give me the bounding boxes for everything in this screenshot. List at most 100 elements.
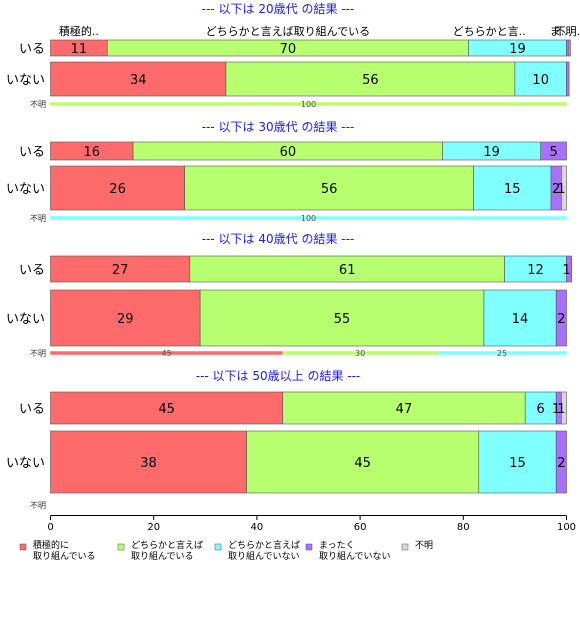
data-label: 19	[483, 145, 500, 160]
bar-segment	[504, 255, 567, 283]
legend-swatch-1	[19, 543, 27, 551]
legend-swatch-2	[117, 543, 125, 551]
data-label: 19	[509, 42, 526, 57]
data-label: 70	[280, 42, 297, 57]
top-category-label-4: 不明..	[555, 25, 580, 38]
bar-segment	[483, 289, 557, 347]
data-label: 2	[557, 312, 565, 327]
data-label: 15	[509, 456, 526, 471]
bar-segment	[189, 255, 505, 283]
data-label: 56	[362, 73, 379, 88]
top-category-label-3: ま..	[550, 25, 568, 38]
data-label: 56	[321, 182, 338, 197]
x-tick-label: 80	[457, 522, 470, 533]
bar-segment	[184, 165, 474, 211]
legend-label-1-line1: 積極的に	[33, 539, 69, 551]
data-label: 100	[301, 214, 316, 223]
data-label: 27	[112, 263, 129, 278]
bar-segment	[561, 391, 567, 425]
row-label: いない	[6, 312, 45, 327]
bar-segment	[524, 391, 557, 425]
legend-label-3-line2: 取り組んでいない	[228, 550, 300, 562]
data-label: 1	[557, 402, 565, 417]
data-label: 10	[532, 73, 549, 88]
data-label: 34	[130, 73, 147, 88]
bar-segment	[50, 255, 191, 283]
data-label: 2	[557, 456, 565, 471]
data-label: 15	[504, 182, 521, 197]
legend-label-3-line1: どちらかと言えば	[228, 539, 300, 551]
bar-segment	[555, 430, 567, 494]
data-label: 61	[339, 263, 356, 278]
panel-title-1: --- 以下は 20歳代 の結果 ---	[202, 2, 355, 16]
top-category-label-2: どちらかと言..	[453, 25, 526, 38]
data-label: 2	[552, 182, 560, 197]
row-label: 不明	[30, 349, 46, 358]
bar-segment	[478, 430, 557, 494]
legend-swatch-4	[305, 543, 313, 551]
row-label: いない	[6, 456, 45, 471]
bar-segment	[225, 61, 516, 97]
panel-title-2: --- 以下は 30歳代 の結果 ---	[202, 120, 355, 134]
data-label: 1	[557, 182, 565, 197]
data-label: 1	[562, 263, 570, 278]
bar-segment	[50, 61, 227, 97]
bar-segment	[566, 39, 570, 57]
row-label: 不明	[30, 501, 46, 510]
legend-swatch-3	[214, 543, 222, 551]
bar-segment	[199, 289, 485, 347]
bar-segment	[50, 216, 567, 220]
bar-segment	[566, 255, 572, 283]
bar-segment	[473, 165, 552, 211]
legend-label-1-line2: 取り組んでいる	[33, 550, 96, 562]
data-label: 47	[396, 402, 413, 417]
panel-title-4: --- 以下は 50歳以上 の結果 ---	[196, 369, 361, 383]
panel-title-3: --- 以下は 40歳代 の結果 ---	[202, 232, 355, 246]
data-label: 26	[109, 182, 126, 197]
data-label: 5	[549, 145, 557, 160]
data-label: 16	[84, 145, 101, 160]
bar-segment	[50, 102, 567, 106]
bar-segment	[50, 289, 201, 347]
x-tick-label: 100	[557, 522, 576, 533]
legend-label-2-line2: 取り組んでいる	[131, 550, 194, 562]
data-label: 1	[552, 402, 560, 417]
legend-label-4-line2: 取り組んでいない	[319, 550, 391, 562]
legend-label-5-line1: 不明	[415, 540, 433, 551]
data-label: 45	[162, 349, 172, 358]
data-label: 30	[355, 349, 365, 358]
x-tick-label: 20	[147, 522, 160, 533]
x-tick-label: 40	[251, 522, 264, 533]
data-label: 14	[512, 312, 529, 327]
row-label: いない	[6, 182, 45, 197]
data-label: 45	[354, 456, 371, 471]
bar-segment	[568, 39, 571, 57]
x-tick-label: 60	[354, 522, 367, 533]
row-label: 不明	[30, 214, 46, 223]
bar-segment	[50, 430, 247, 494]
bar-segment	[566, 61, 570, 97]
top-category-label-0: 積極的..	[59, 24, 99, 38]
row-label: いる	[19, 402, 45, 417]
bar-segment	[50, 391, 283, 425]
bar-segment	[561, 165, 567, 211]
row-label: 不明	[30, 100, 46, 109]
bar-segment	[246, 430, 480, 494]
data-label: 100	[301, 100, 316, 109]
data-label: 11	[71, 42, 88, 57]
row-label: いる	[19, 145, 45, 160]
row-label: いる	[19, 263, 45, 278]
row-label: いない	[6, 73, 45, 88]
top-category-label-1: どちらかと言えば取り組んでいる	[206, 25, 370, 38]
bar-segment	[555, 289, 567, 347]
data-label: 25	[497, 349, 507, 358]
data-label: 6	[537, 402, 545, 417]
legend-label-2-line1: どちらかと言えば	[131, 539, 203, 551]
row-label: いる	[19, 42, 45, 57]
x-tick-label: 0	[47, 522, 53, 533]
data-label: 60	[280, 145, 297, 160]
bar-segment	[540, 141, 567, 161]
bar-segment	[282, 391, 526, 425]
legend-label-4-line1: まったく	[319, 540, 355, 551]
